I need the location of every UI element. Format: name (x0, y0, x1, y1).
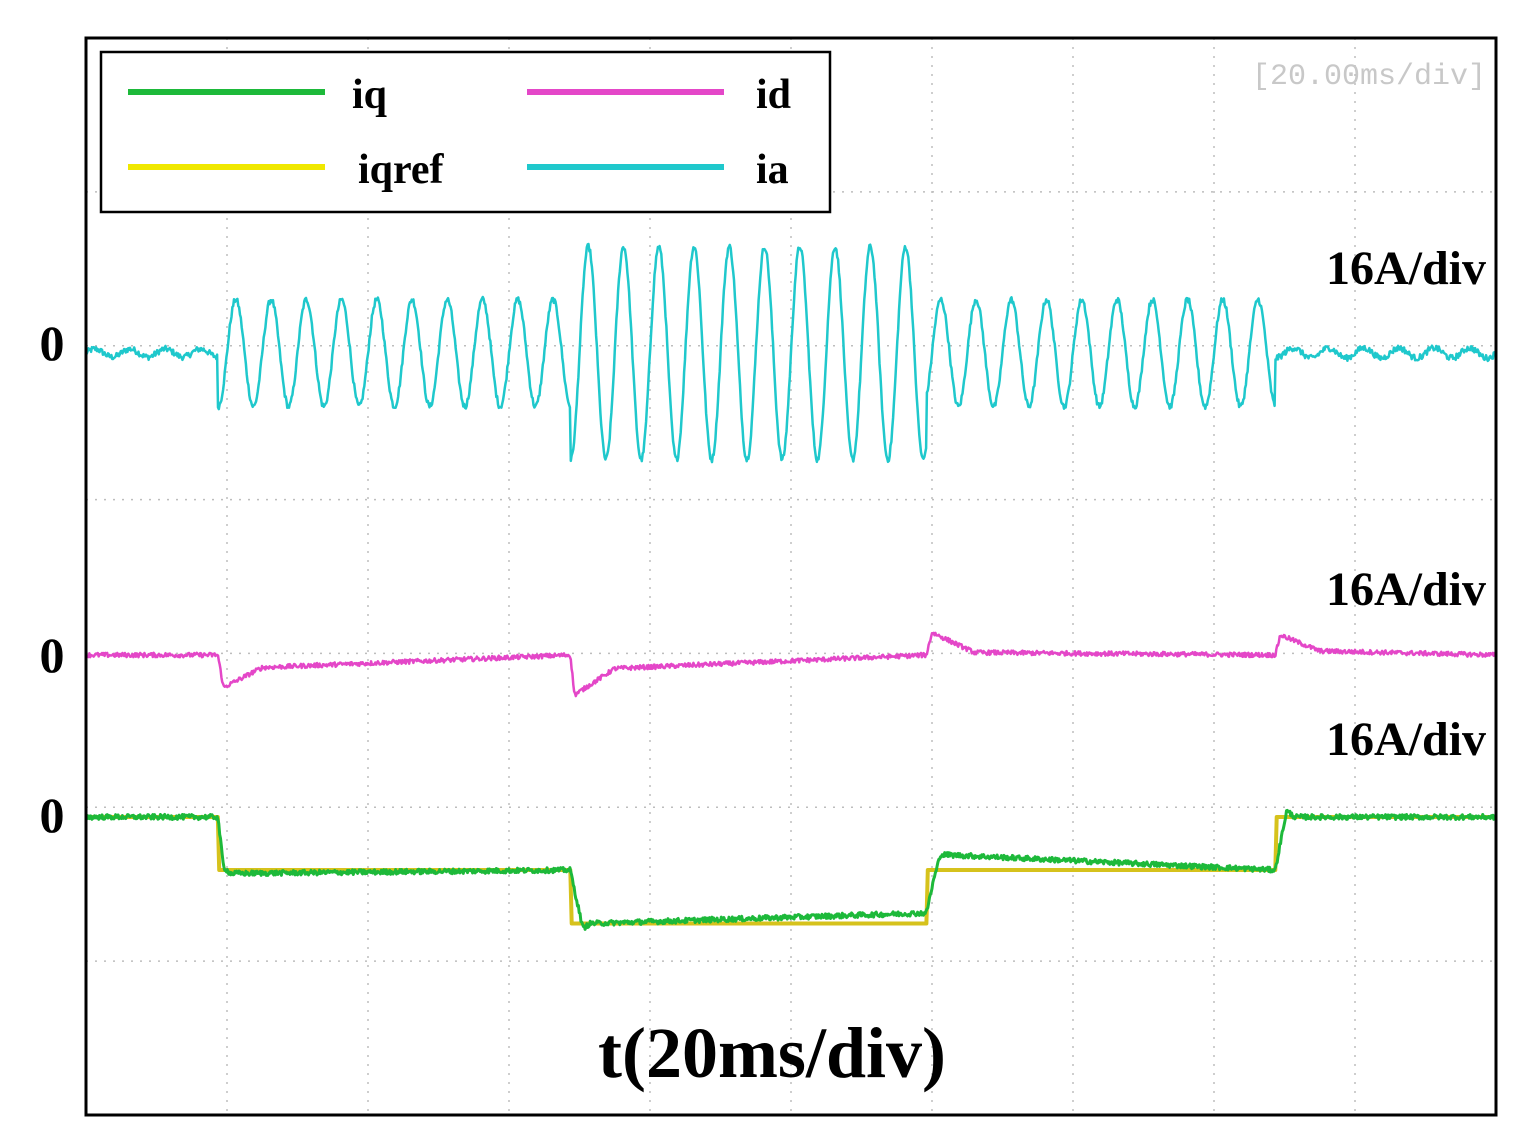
legend-box (99, 50, 832, 214)
legend-label-id: id (756, 72, 791, 118)
trace-id (84, 631, 1496, 698)
legend-label-ia: ia (756, 147, 789, 193)
trace-ia (84, 242, 1497, 464)
ia-zero-label: 0 (40, 315, 65, 371)
timebase-readout: [20.00ms/div] (1252, 60, 1486, 94)
plot-frame (84, 36, 1498, 1117)
ia-scale-label: 16A/div (1326, 242, 1486, 295)
iq-scale-label: 16A/div (1326, 713, 1486, 766)
trace-iqref (86, 815, 1496, 926)
id-scale-label: 16A/div (1326, 563, 1486, 616)
legend-label-iq: iq (352, 72, 387, 118)
trace-iq (85, 808, 1497, 931)
iq-zero-label: 0 (40, 787, 65, 843)
x-axis-label: t(20ms/div) (598, 1013, 946, 1093)
legend-label-iqref: iqref (358, 147, 445, 193)
trace-layer (84, 242, 1497, 931)
id-zero-label: 0 (40, 627, 65, 683)
plot-background (86, 38, 1496, 1115)
legend: iq id iqref ia (99, 50, 832, 214)
